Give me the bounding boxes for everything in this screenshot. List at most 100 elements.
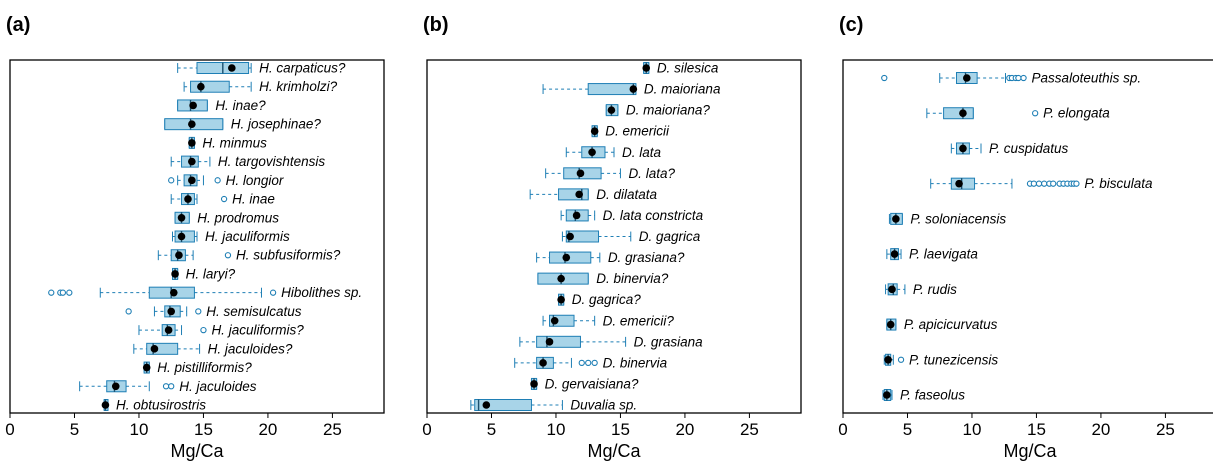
mean-dot-a-1 xyxy=(197,82,205,91)
plot-frame-a xyxy=(9,59,385,414)
outlier-c-8-0 xyxy=(897,356,905,363)
outlier-c-3-5 xyxy=(1050,180,1057,187)
series-label-a-2: H. inae? xyxy=(215,98,266,113)
series-label-c-6: P. rudis xyxy=(913,282,957,297)
series-label-b-0: D. silesica xyxy=(657,61,719,76)
mean-dot-c-7 xyxy=(886,320,895,329)
x-tick-label-a-1: 5 xyxy=(70,420,79,439)
series-label-a-3: H. josephinae? xyxy=(231,117,322,132)
mean-dot-a-0 xyxy=(228,64,236,72)
outlier-a-17-1 xyxy=(168,383,175,390)
mean-dot-a-7 xyxy=(184,195,192,203)
series-label-c-3: P. bisculata xyxy=(1084,176,1153,191)
x-tick-label-c-5: 25 xyxy=(1156,420,1175,439)
mean-dot-a-18 xyxy=(101,401,110,409)
outlier-a-12-3 xyxy=(66,289,73,296)
mean-dot-b-6 xyxy=(575,190,583,199)
mean-dot-b-12 xyxy=(550,316,559,325)
outlier-a-17-0 xyxy=(162,383,170,390)
outlier-c-0-4 xyxy=(1015,74,1022,82)
x-axis-label-c: Mg/Ca xyxy=(1003,441,1057,461)
outlier-b-14-0 xyxy=(578,359,585,367)
box-c-1 xyxy=(943,107,974,120)
x-tick-label-a-3: 15 xyxy=(194,420,213,439)
mean-dot-a-14 xyxy=(164,326,173,334)
mean-dot-b-7 xyxy=(572,211,581,220)
series-label-a-17: H. jaculoides xyxy=(179,379,257,394)
mean-dot-b-0 xyxy=(642,64,651,72)
outlier-c-3-11 xyxy=(1073,180,1080,187)
mean-dot-b-16 xyxy=(482,401,491,409)
panel-label-a: (a) xyxy=(6,14,31,36)
series-label-b-3: D. emericii xyxy=(605,124,670,139)
x-tick-label-b-4: 20 xyxy=(675,420,694,439)
box-b-6 xyxy=(558,188,589,201)
series-label-a-7: H. inae xyxy=(232,192,275,207)
chart-panel-c: Passaloteuthis sp. P. elongata P. cuspidat… xyxy=(838,59,1213,461)
plot-frame-c xyxy=(842,59,1213,414)
panel-label-c: (c) xyxy=(839,14,864,36)
x-tick-label-b-0: 0 xyxy=(422,420,431,439)
outlier-a-13-1 xyxy=(195,308,202,315)
series-label-b-12: D. emericii? xyxy=(603,313,675,328)
series-label-a-4: H. minmus xyxy=(202,135,267,150)
box-b-1 xyxy=(587,83,637,96)
x-tick-label-a-2: 10 xyxy=(130,420,149,439)
series-label-a-6: H. longior xyxy=(226,173,284,188)
x-tick-label-c-4: 20 xyxy=(1091,420,1110,439)
series-label-a-12: Hibolithes sp. xyxy=(281,285,362,300)
x-tick-label-a-4: 20 xyxy=(258,420,277,439)
series-label-a-14: H. jaculiformis? xyxy=(211,323,304,338)
series-label-c-8: P. tunezicensis xyxy=(909,352,998,367)
series-label-a-16: H. pistilliformis? xyxy=(157,360,252,375)
outlier-c-3-1 xyxy=(1030,180,1038,187)
mean-dot-b-11 xyxy=(557,295,565,304)
mean-dot-c-1 xyxy=(959,109,967,118)
series-label-b-1: D. maioriana xyxy=(644,82,721,97)
mean-dot-a-13 xyxy=(167,307,176,316)
x-tick-label-b-5: 25 xyxy=(740,420,759,439)
x-tick-label-c-1: 5 xyxy=(903,420,912,439)
mean-dot-c-5 xyxy=(890,250,899,258)
series-label-b-4: D. lata xyxy=(622,145,662,160)
mean-dot-b-10 xyxy=(557,274,565,283)
series-label-a-1: H. krimholzi? xyxy=(259,79,338,94)
box-a-15 xyxy=(146,342,179,355)
outlier-a-14-0 xyxy=(200,326,207,334)
series-label-c-7: P. apicicurvatus xyxy=(904,317,998,332)
plot-frame-b xyxy=(426,59,802,414)
series-label-a-8: H. prodromus xyxy=(197,210,279,225)
series-label-b-8: D. gagrica xyxy=(639,229,701,244)
box-a-1 xyxy=(190,80,230,93)
series-label-c-0: Passaloteuthis sp. xyxy=(1032,71,1142,86)
outlier-c-0-5 xyxy=(1020,74,1027,82)
chart-panel-a: H. carpaticus? H. krimholzi? H. inae? H. jo… xyxy=(5,59,385,461)
outlier-a-6-0 xyxy=(168,177,175,184)
mean-dot-a-16 xyxy=(142,363,151,372)
series-label-c-9: P. faseolus xyxy=(900,388,965,403)
mean-dot-a-12 xyxy=(169,288,178,297)
outlier-c-3-3 xyxy=(1041,180,1048,187)
outlier-a-12-4 xyxy=(269,289,277,296)
series-label-b-7: D. lata constricta xyxy=(603,208,704,223)
mean-dot-a-15 xyxy=(150,345,159,353)
series-label-b-13: D. grasiana xyxy=(634,334,704,349)
mean-dot-a-8 xyxy=(177,213,186,222)
mean-dot-c-3 xyxy=(955,179,963,188)
x-tick-label-c-2: 10 xyxy=(963,420,982,439)
mean-dot-c-6 xyxy=(888,285,896,294)
series-label-a-13: H. semisulcatus xyxy=(206,304,302,319)
x-tick-label-c-3: 15 xyxy=(1027,420,1046,439)
series-label-b-10: D. binervia? xyxy=(596,271,669,286)
mean-dot-a-9 xyxy=(177,232,186,241)
series-label-b-11: D. gagrica? xyxy=(572,292,642,307)
x-tick-label-b-2: 10 xyxy=(547,420,566,439)
series-label-b-14: D. binervia xyxy=(603,355,668,370)
box-b-8 xyxy=(565,230,600,243)
mean-dot-c-9 xyxy=(883,391,891,399)
series-label-b-16: Duvalia sp. xyxy=(570,398,637,413)
outlier-c-0-0 xyxy=(881,74,888,82)
mean-dot-c-0 xyxy=(963,74,971,82)
outlier-a-10-0 xyxy=(224,252,232,259)
mean-dot-b-13 xyxy=(545,338,554,346)
